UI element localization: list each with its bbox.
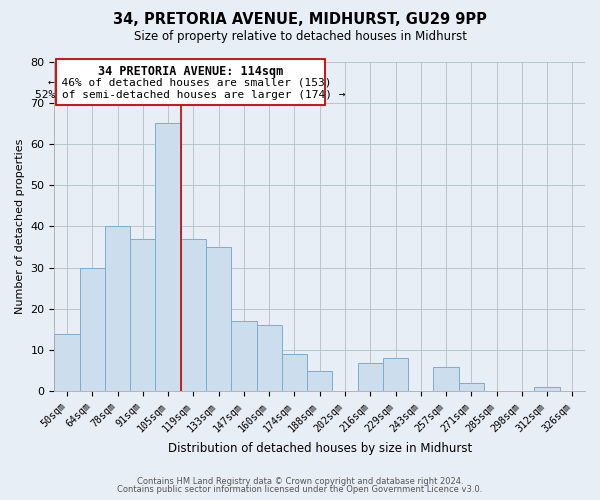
Bar: [231, 322, 257, 392]
Text: Size of property relative to detached houses in Midhurst: Size of property relative to detached ho…: [133, 30, 467, 43]
Bar: [535, 388, 560, 392]
Bar: [206, 247, 231, 392]
Text: 34 PRETORIA AVENUE: 114sqm: 34 PRETORIA AVENUE: 114sqm: [98, 65, 283, 78]
Text: Contains HM Land Registry data © Crown copyright and database right 2024.: Contains HM Land Registry data © Crown c…: [137, 477, 463, 486]
FancyBboxPatch shape: [56, 60, 325, 105]
Text: 34, PRETORIA AVENUE, MIDHURST, GU29 9PP: 34, PRETORIA AVENUE, MIDHURST, GU29 9PP: [113, 12, 487, 28]
Bar: [181, 239, 206, 392]
Bar: [282, 354, 307, 392]
Bar: [80, 268, 105, 392]
Text: 52% of semi-detached houses are larger (174) →: 52% of semi-detached houses are larger (…: [35, 90, 346, 101]
Text: ← 46% of detached houses are smaller (153): ← 46% of detached houses are smaller (15…: [49, 78, 332, 88]
Bar: [55, 334, 80, 392]
Bar: [358, 362, 383, 392]
Bar: [105, 226, 130, 392]
Bar: [155, 124, 181, 392]
Text: Contains public sector information licensed under the Open Government Licence v3: Contains public sector information licen…: [118, 485, 482, 494]
Bar: [257, 326, 282, 392]
Bar: [433, 366, 458, 392]
X-axis label: Distribution of detached houses by size in Midhurst: Distribution of detached houses by size …: [167, 442, 472, 455]
Bar: [130, 239, 155, 392]
Y-axis label: Number of detached properties: Number of detached properties: [15, 139, 25, 314]
Bar: [307, 371, 332, 392]
Bar: [383, 358, 408, 392]
Bar: [458, 383, 484, 392]
